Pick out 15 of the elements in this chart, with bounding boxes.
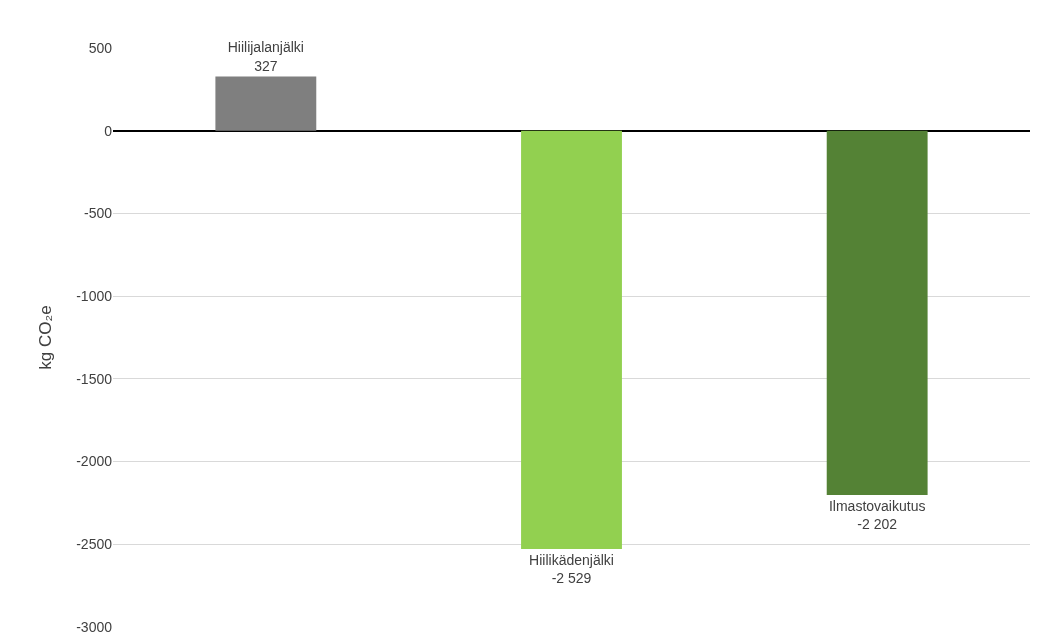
y-tick-label: -1000 (76, 288, 113, 305)
x-tick-label: Hiilijalanjälki (227, 39, 304, 56)
x-tick-label: Hiilikädenjälki (529, 552, 614, 569)
data-label: 327 (254, 57, 278, 74)
y-tick-label: 0 (104, 122, 113, 139)
y-tick-label: -500 (83, 205, 113, 222)
x-tick-label: Ilmastovaikutus (828, 497, 926, 514)
y-tick-label: -2000 (76, 453, 113, 470)
y-axis-title: kg CO₂e (35, 305, 55, 370)
y-tick-label: -3000 (76, 618, 113, 635)
y-tick-label: 500 (88, 39, 113, 56)
data-label: -2 529 (551, 570, 592, 587)
y-tick-label: -1500 (76, 370, 113, 387)
data-label: -2 202 (857, 516, 898, 533)
y-tick-label: -2500 (76, 536, 113, 553)
